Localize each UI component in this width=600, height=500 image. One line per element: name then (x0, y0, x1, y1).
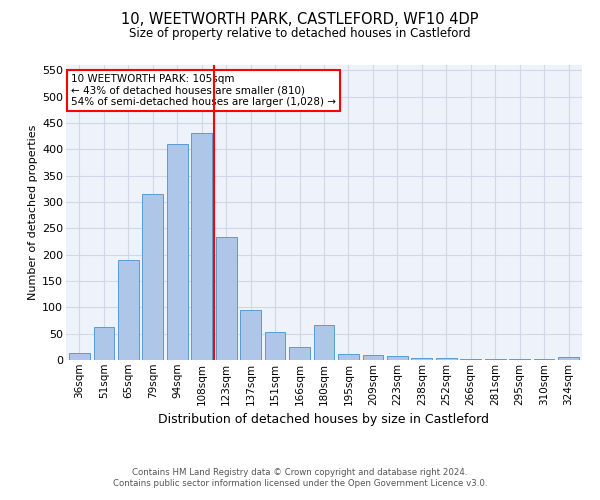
X-axis label: Distribution of detached houses by size in Castleford: Distribution of detached houses by size … (158, 413, 490, 426)
Bar (534, 359, 554, 360)
Bar (142, 194, 163, 360)
Bar (485, 359, 506, 360)
Text: Size of property relative to detached houses in Castleford: Size of property relative to detached ho… (129, 28, 471, 40)
Bar (167, 144, 188, 360)
Bar (69, 352, 90, 360)
Bar (436, 358, 457, 360)
Bar (94, 328, 114, 360)
Bar (191, 134, 212, 360)
Bar (216, 236, 236, 360)
Bar (118, 260, 139, 360)
Bar (362, 354, 383, 360)
Bar (412, 358, 432, 360)
Bar (314, 324, 334, 360)
Text: Contains HM Land Registry data © Crown copyright and database right 2024.
Contai: Contains HM Land Registry data © Crown c… (113, 468, 487, 487)
Bar (558, 358, 579, 360)
Bar (460, 359, 481, 360)
Bar (289, 348, 310, 360)
Bar (387, 356, 408, 360)
Bar (265, 332, 286, 360)
Y-axis label: Number of detached properties: Number of detached properties (28, 125, 38, 300)
Bar (338, 354, 359, 360)
Bar (240, 310, 261, 360)
Text: 10, WEETWORTH PARK, CASTLEFORD, WF10 4DP: 10, WEETWORTH PARK, CASTLEFORD, WF10 4DP (121, 12, 479, 28)
Text: 10 WEETWORTH PARK: 105sqm
← 43% of detached houses are smaller (810)
54% of semi: 10 WEETWORTH PARK: 105sqm ← 43% of detac… (71, 74, 336, 107)
Bar (509, 359, 530, 360)
